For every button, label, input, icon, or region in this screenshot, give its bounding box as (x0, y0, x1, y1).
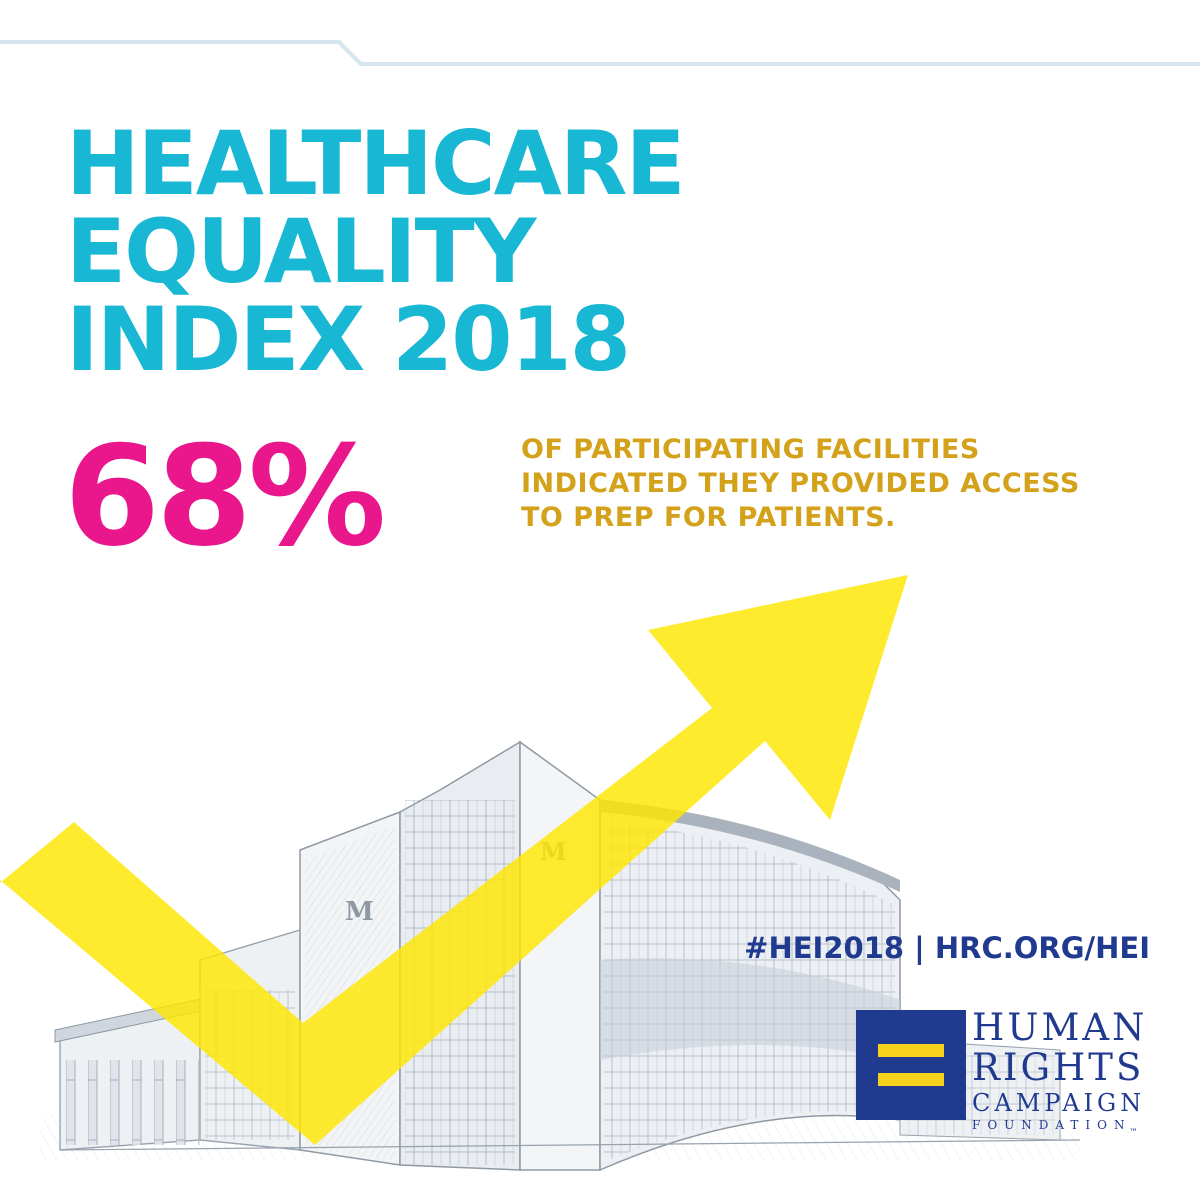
headline-line-1: HEALTHCARE (66, 112, 686, 215)
stat-caption-line-1: OF PARTICIPATING FACILITIES (521, 434, 980, 465)
stat-caption: OF PARTICIPATING FACILITIES INDICATED TH… (521, 433, 1080, 535)
headline-line-3: INDEX 2018 (66, 288, 631, 391)
stat-percentage: 68% (64, 416, 386, 577)
stat-caption-line-3: TO PREP FOR PATIENTS. (521, 502, 896, 533)
hrc-wordmark-line-1: HUMAN (972, 1006, 1148, 1049)
headline-line-2: EQUALITY (66, 200, 536, 303)
hrc-wordmark-line-4: FOUNDATION (972, 1118, 1132, 1132)
trademark-symbol: ™ (1129, 1128, 1138, 1138)
hrc-wordmark: HUMAN RIGHTS CAMPAIGN FOUNDATION (972, 1006, 1148, 1133)
hrc-wordmark-line-3: CAMPAIGN (972, 1089, 1146, 1117)
page-title: HEALTHCARE EQUALITY INDEX 2018 (66, 112, 686, 391)
hrc-wordmark-line-2: RIGHTS (972, 1046, 1145, 1089)
hashtag-and-link[interactable]: #HEI2018 | HRC.ORG/HEI (744, 931, 1150, 965)
svg-text:M: M (345, 897, 374, 927)
stat-caption-line-2: INDICATED THEY PROVIDED ACCESS (521, 468, 1080, 499)
hrc-equality-logo (856, 1010, 966, 1120)
